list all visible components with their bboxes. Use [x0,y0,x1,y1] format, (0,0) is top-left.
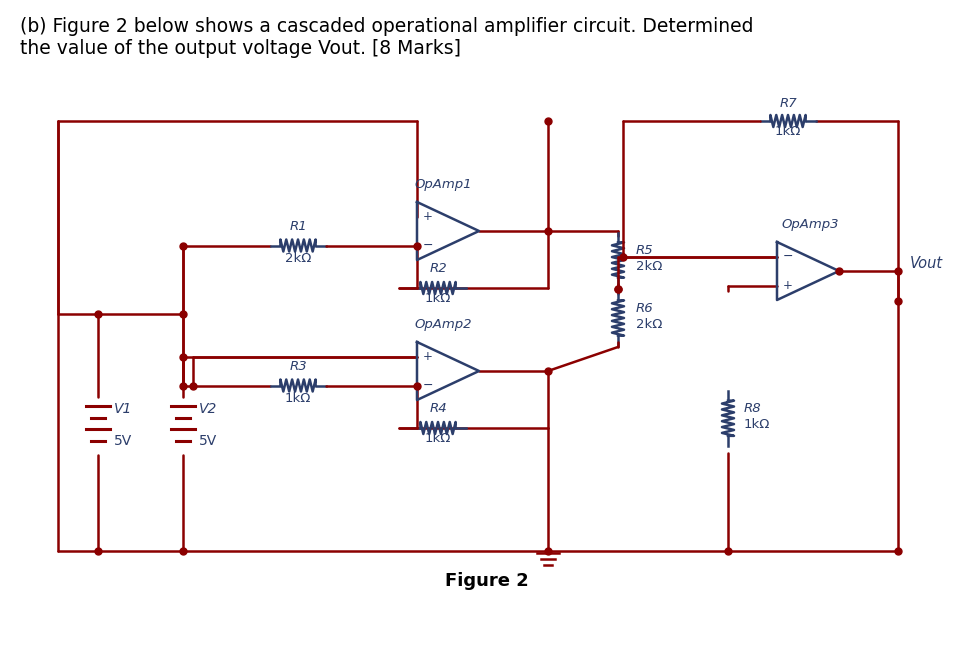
Text: 2kΩ: 2kΩ [285,252,311,264]
Text: R8: R8 [744,402,762,415]
Text: Figure 2: Figure 2 [445,572,529,590]
Text: 5V: 5V [114,434,132,448]
Text: +: + [783,279,793,292]
Text: −: − [782,250,793,263]
Text: OpAmp3: OpAmp3 [781,218,839,231]
Text: R1: R1 [289,219,306,233]
Text: R6: R6 [636,302,654,315]
Text: 2kΩ: 2kΩ [636,260,663,273]
Text: V1: V1 [114,402,132,416]
Text: +: + [423,350,433,363]
Text: 1kΩ: 1kΩ [744,418,771,432]
Text: R5: R5 [636,244,654,257]
Text: R2: R2 [429,262,447,275]
Text: −: − [422,379,433,392]
Text: the value of the output voltage Vout. [8 Marks]: the value of the output voltage Vout. [8… [20,39,461,58]
Text: −: − [422,239,433,252]
Text: 1kΩ: 1kΩ [285,391,311,405]
Text: 2kΩ: 2kΩ [636,318,663,331]
Text: 1kΩ: 1kΩ [775,125,801,138]
Text: R7: R7 [779,97,797,110]
Text: OpAmp2: OpAmp2 [414,318,472,331]
Text: 1kΩ: 1kΩ [425,432,451,445]
Text: R3: R3 [289,359,306,373]
Text: 5V: 5V [199,434,217,448]
Text: 1kΩ: 1kΩ [425,292,451,305]
Text: +: + [423,210,433,223]
Text: Vout: Vout [910,256,943,270]
Text: R4: R4 [429,402,447,415]
Text: OpAmp1: OpAmp1 [414,178,472,191]
Text: V2: V2 [199,402,217,416]
Text: (b) Figure 2 below shows a cascaded operational amplifier circuit. Determined: (b) Figure 2 below shows a cascaded oper… [20,17,753,36]
